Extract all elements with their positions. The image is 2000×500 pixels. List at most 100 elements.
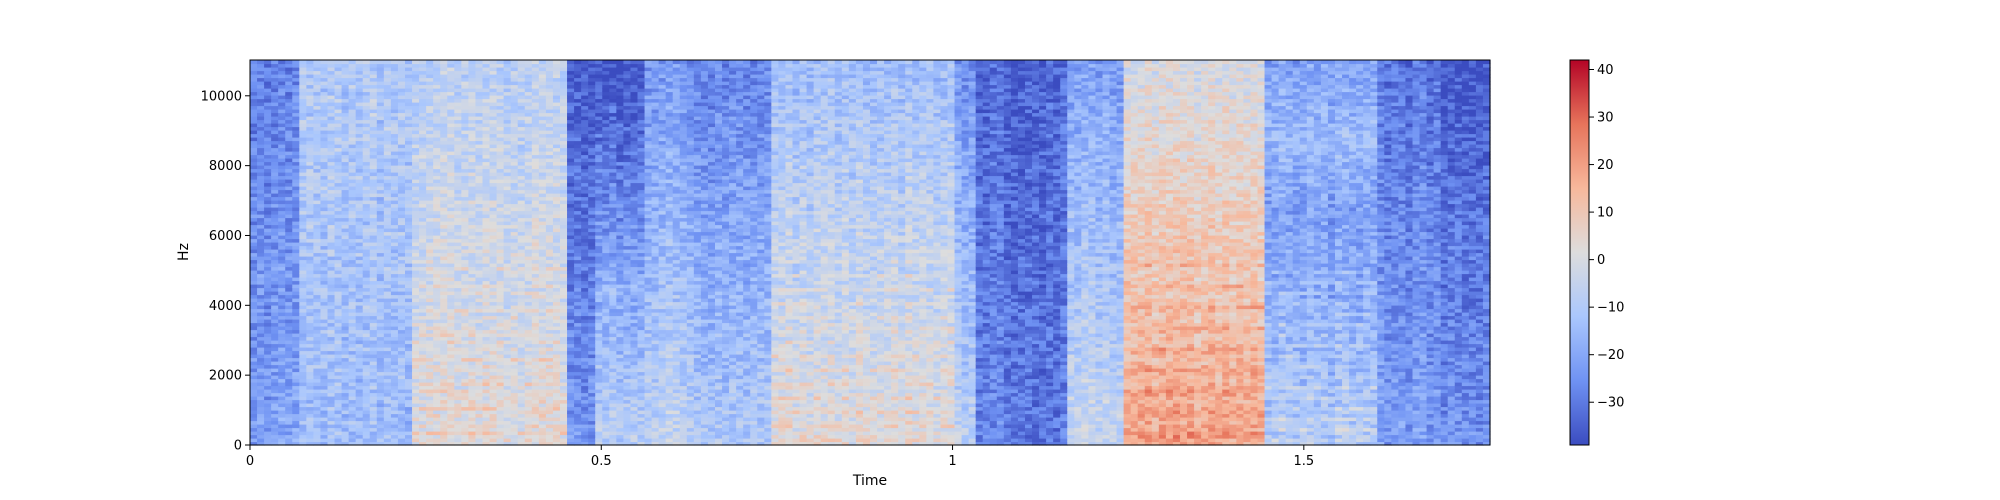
heatmap-cell [440, 203, 448, 208]
heatmap-cell [390, 270, 399, 275]
heatmap-cell [383, 329, 392, 334]
heatmap-cell [468, 235, 477, 240]
heatmap-cell [376, 228, 385, 233]
heatmap-cell [278, 137, 286, 142]
heatmap-cell [362, 263, 371, 268]
heatmap-cell [320, 109, 329, 114]
heatmap-cell [327, 291, 336, 296]
heatmap-cell [531, 399, 540, 404]
heatmap-cell [538, 413, 547, 418]
heatmap-cell [560, 175, 568, 180]
heatmap-cell [419, 140, 427, 145]
heatmap-cell [369, 77, 378, 82]
heatmap-cell [278, 102, 286, 107]
heatmap-cell [327, 364, 336, 369]
heatmap-cell [405, 105, 413, 110]
heatmap-cell [419, 354, 427, 359]
heatmap-cell [285, 182, 293, 187]
heatmap-cell [482, 203, 491, 208]
heatmap-cell [285, 235, 293, 240]
heatmap-cell [257, 182, 265, 187]
heatmap-cell [552, 154, 561, 159]
heatmap-cell [334, 231, 343, 236]
heatmap-cell [320, 203, 329, 208]
heatmap-cell [538, 434, 547, 439]
heatmap-cell [433, 147, 441, 152]
heatmap-cell [517, 312, 526, 317]
heatmap-cell [355, 116, 364, 121]
heatmap-cell [489, 214, 498, 219]
heatmap-cell [292, 77, 300, 82]
heatmap-cell [545, 252, 554, 257]
heatmap-cell [257, 280, 265, 285]
heatmap-cell [341, 301, 350, 306]
heatmap-cell [489, 308, 498, 313]
heatmap-cell [454, 280, 462, 285]
heatmap-cell [489, 424, 498, 429]
heatmap-cell [292, 291, 300, 296]
heatmap-cell [560, 375, 568, 380]
heatmap-cell [264, 319, 272, 324]
heatmap-cell [496, 172, 505, 177]
heatmap-cell [412, 116, 420, 121]
heatmap-cell [334, 112, 343, 117]
heatmap-cell [390, 319, 399, 324]
heatmap-cell [257, 420, 265, 425]
heatmap-cell [475, 77, 484, 82]
heatmap-cell [433, 214, 441, 219]
heatmap-cell [362, 298, 371, 303]
heatmap-cell [405, 273, 413, 278]
heatmap-cell [362, 364, 371, 369]
heatmap-cell [271, 154, 279, 159]
heatmap-cell [531, 385, 540, 390]
heatmap-cell [355, 228, 364, 233]
heatmap-cell [552, 84, 561, 89]
heatmap-cell [271, 165, 279, 170]
heatmap-cell [405, 60, 413, 65]
heatmap-cell [489, 193, 498, 198]
heatmap-cell [560, 424, 568, 429]
heatmap-cell [327, 105, 336, 110]
heatmap-cell [369, 60, 378, 65]
heatmap-cell [327, 389, 336, 394]
heatmap-cell [440, 273, 448, 278]
heatmap-cell [552, 158, 561, 163]
heatmap-cell [320, 210, 329, 215]
heatmap-cell [320, 368, 329, 373]
heatmap-cell [257, 161, 265, 166]
heatmap-cell [489, 301, 498, 306]
heatmap-cell [405, 182, 413, 187]
heatmap-cell [397, 291, 406, 296]
heatmap-cell [278, 207, 286, 212]
heatmap-cell [285, 392, 293, 397]
heatmap-cell [567, 378, 575, 383]
heatmap-cell [440, 308, 448, 313]
heatmap-cell [503, 140, 512, 145]
heatmap-cell [334, 116, 343, 121]
heatmap-cell [376, 266, 385, 271]
heatmap-cell [440, 399, 448, 404]
heatmap-cell [292, 172, 300, 177]
heatmap-cell [489, 133, 498, 138]
heatmap-cell [257, 270, 265, 275]
heatmap-cell [376, 357, 385, 362]
heatmap-cell [383, 123, 392, 128]
heatmap-cell [567, 326, 575, 331]
heatmap-cell [510, 343, 519, 348]
heatmap-cell [468, 385, 477, 390]
heatmap-cell [440, 88, 448, 93]
heatmap-cell [419, 284, 427, 289]
heatmap-cell [264, 354, 272, 359]
heatmap-cell [489, 326, 498, 331]
heatmap-cell [285, 406, 293, 411]
heatmap-cell [433, 410, 441, 415]
heatmap-cell [426, 399, 434, 404]
heatmap-cell [250, 319, 258, 324]
heatmap-cell [257, 357, 265, 362]
heatmap-cell [257, 196, 265, 201]
heatmap-cell [334, 441, 343, 446]
heatmap-cell [560, 305, 568, 310]
heatmap-cell [271, 133, 279, 138]
heatmap-cell [524, 354, 533, 359]
heatmap-cell [383, 277, 392, 282]
